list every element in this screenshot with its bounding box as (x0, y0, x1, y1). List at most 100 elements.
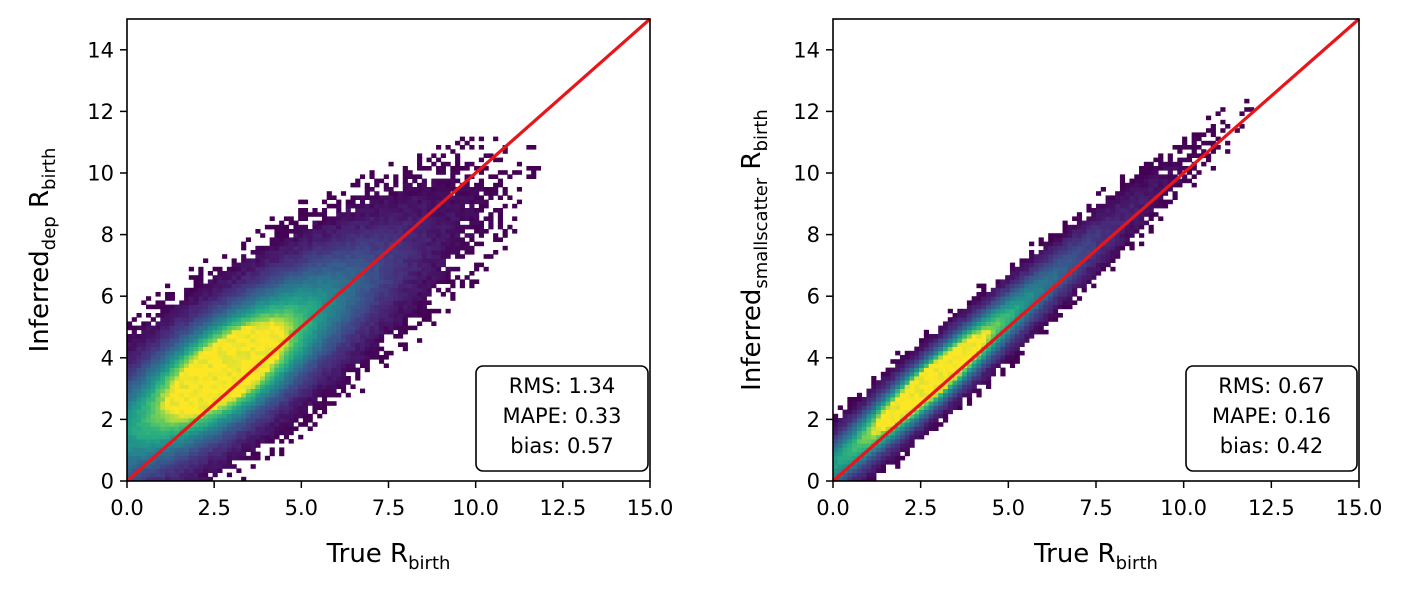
heatmap-cell (264, 313, 271, 318)
heatmap-cell (260, 321, 266, 326)
heatmap-cell (507, 195, 513, 200)
heatmap-cell (155, 300, 161, 305)
heatmap-cell (942, 329, 949, 335)
heatmap-cell (1024, 300, 1030, 305)
heatmap-cell (866, 409, 872, 415)
heatmap-cell (383, 296, 389, 301)
heatmap-cell (981, 296, 987, 301)
heatmap-cell (374, 212, 380, 217)
heatmap-cell (914, 401, 920, 406)
heatmap-cell (188, 476, 194, 482)
heatmap-cell (856, 422, 863, 427)
heatmap-cell (374, 216, 380, 221)
heatmap-cell (923, 363, 930, 368)
heatmap-cell (369, 237, 375, 242)
heatmap-cell (436, 170, 442, 175)
heatmap-cell (1057, 283, 1063, 289)
heatmap-cell (976, 376, 982, 381)
heatmap-cell (942, 397, 949, 402)
heatmap-cell (856, 434, 863, 440)
heatmap-cell (231, 350, 237, 356)
heatmap-cell (331, 266, 337, 272)
heatmap-cell (260, 254, 266, 259)
heatmap-cell (1014, 325, 1020, 331)
heatmap-cell (914, 363, 920, 368)
heatmap-cell (155, 447, 161, 452)
heatmap-cell (340, 313, 347, 318)
heatmap-cell (302, 355, 309, 360)
y-tick-label: 2 (807, 408, 820, 432)
heatmap-cell (350, 271, 356, 276)
heatmap-cell (412, 245, 418, 251)
heatmap-cell (350, 304, 356, 310)
heatmap-cell (1072, 245, 1078, 251)
heatmap-cell (866, 455, 872, 461)
heatmap-cell (847, 443, 853, 448)
heatmap-cell (331, 367, 337, 373)
heatmap-cell (880, 430, 886, 436)
heatmap-cell (127, 397, 133, 402)
heatmap-cell (293, 266, 299, 272)
heatmap-cell (947, 329, 953, 335)
heatmap-cell (364, 342, 370, 347)
heatmap-cell (269, 283, 275, 289)
heatmap-cell (417, 258, 423, 263)
heatmap-cell (364, 334, 370, 339)
heatmap-cell (188, 413, 194, 419)
heatmap-cell (1162, 199, 1169, 205)
heatmap-cell (217, 464, 223, 469)
heatmap-cell (1105, 254, 1111, 259)
heatmap-cell (340, 384, 347, 389)
heatmap-cell (174, 317, 180, 322)
heatmap-cell (1139, 174, 1145, 179)
heatmap-cell (450, 187, 456, 192)
heatmap-cell (255, 334, 261, 339)
heatmap-cell (445, 191, 451, 196)
heatmap-cell (938, 363, 944, 368)
heatmap-cell (279, 346, 285, 352)
heatmap-cell (369, 199, 375, 205)
heatmap-cell (861, 455, 867, 461)
heatmap-cell (331, 237, 337, 242)
heatmap-cell (283, 262, 290, 268)
heatmap-cell (302, 346, 309, 352)
heatmap-cell (260, 392, 266, 398)
heatmap-cell (1057, 254, 1063, 259)
heatmap-cell (1029, 334, 1035, 339)
heatmap-cell (1005, 346, 1011, 352)
heatmap-cell (923, 376, 930, 381)
heatmap-cell (179, 304, 185, 310)
heatmap-cell (264, 304, 271, 310)
heatmap-cell (412, 279, 418, 284)
heatmap-cell (407, 304, 413, 310)
heatmap-cell (188, 266, 194, 272)
heatmap-cell (369, 308, 375, 314)
heatmap-cell (374, 266, 380, 272)
heatmap-cell (293, 325, 299, 331)
heatmap-cell (298, 346, 304, 352)
heatmap-cell (127, 447, 133, 452)
heatmap-cell (488, 153, 494, 158)
heatmap-cell (146, 397, 152, 402)
heatmap-cell (378, 313, 385, 318)
heatmap-cell (1048, 283, 1054, 289)
heatmap-cell (174, 409, 180, 415)
heatmap-cell (255, 317, 261, 322)
heatmap-cell (193, 279, 199, 284)
heatmap-cell (174, 472, 180, 478)
heatmap-cell (326, 376, 332, 381)
heatmap-cell (1029, 296, 1035, 301)
heatmap-cell (255, 401, 261, 406)
heatmap-cell (952, 355, 958, 360)
heatmap-cell (981, 376, 987, 381)
heatmap-cell (1124, 199, 1130, 205)
heatmap-cell (193, 300, 199, 305)
heatmap-cell (260, 279, 266, 284)
heatmap-cell (160, 388, 166, 394)
heatmap-cell (255, 418, 261, 423)
heatmap-cell (231, 405, 237, 410)
heatmap-cell (880, 380, 886, 385)
heatmap-cell (861, 426, 867, 431)
heatmap-cell (269, 430, 275, 436)
heatmap-cell (255, 329, 261, 335)
